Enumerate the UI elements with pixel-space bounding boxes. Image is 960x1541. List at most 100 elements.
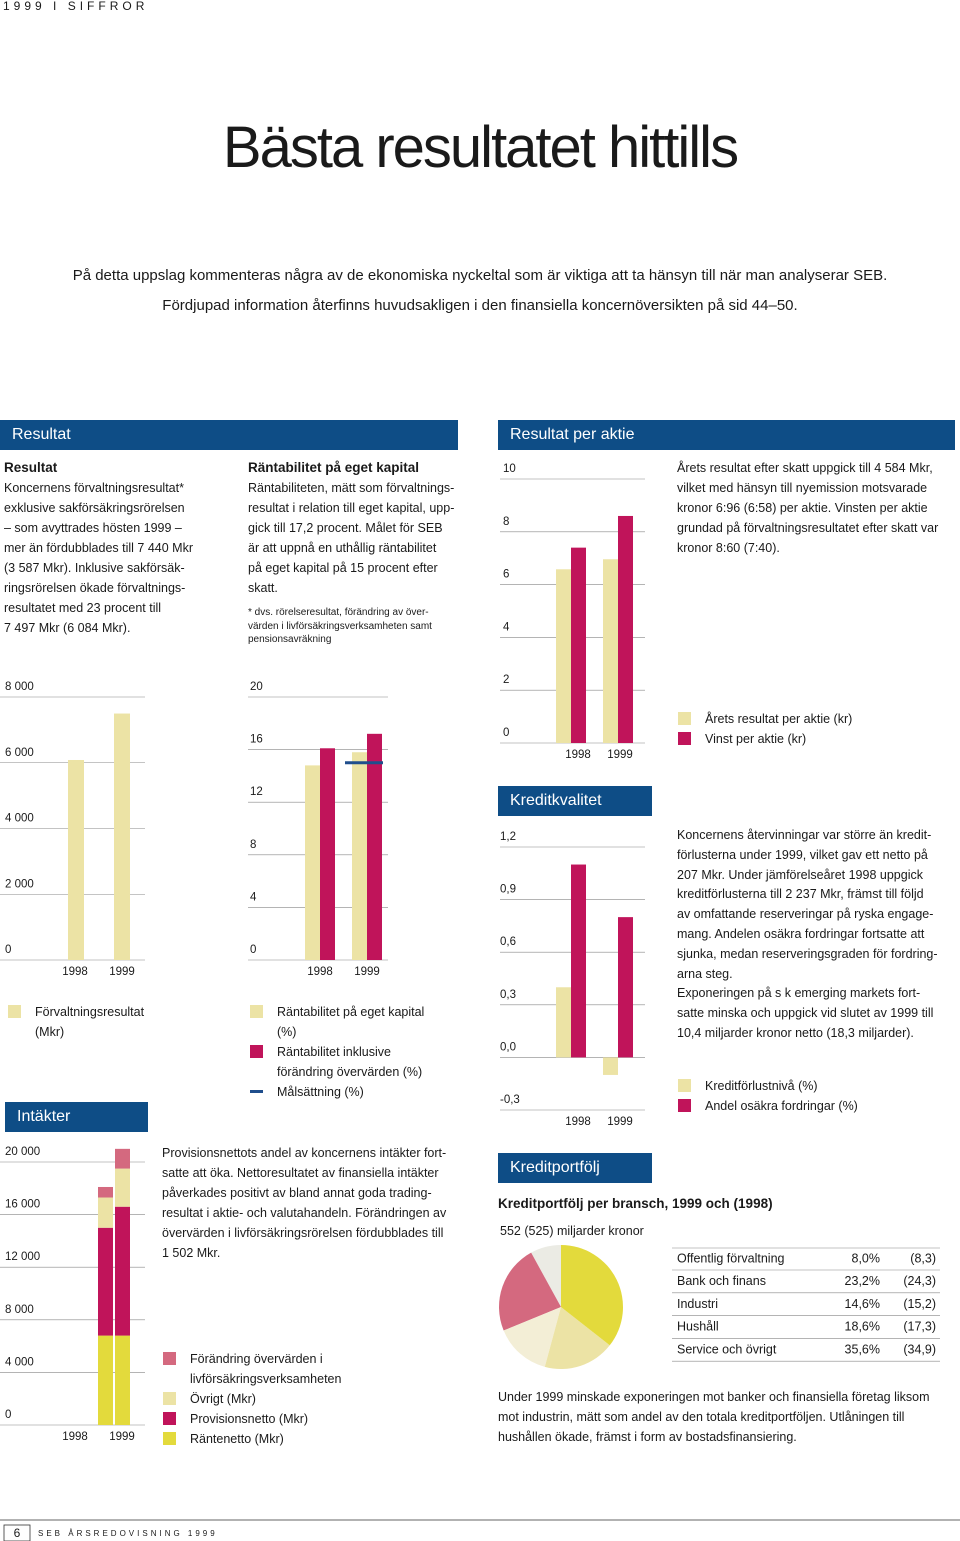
legend-swatch bbox=[250, 1005, 263, 1018]
legend-entry: Förändring övervärden i livförsäkringsve… bbox=[163, 1349, 341, 1389]
bar-segment bbox=[115, 1148, 130, 1169]
text-line: 1 502 Mkr. bbox=[162, 1246, 221, 1260]
legend-entry: Målsättning (%) bbox=[250, 1082, 430, 1102]
bar bbox=[320, 748, 335, 960]
legend: Förändring övervärden i livförsäkringsve… bbox=[163, 1349, 341, 1449]
row-prev: (34,9) bbox=[903, 1342, 936, 1356]
page-number-box bbox=[3, 1524, 31, 1541]
legend: Förvaltningsresultat (Mkr) bbox=[8, 1002, 144, 1042]
text-line: Under 1999 minskade exponeringen mot ban… bbox=[498, 1390, 930, 1404]
y-tick-label: 0 bbox=[503, 727, 509, 739]
text-line: exklusive sakförsäkringsrörelsen bbox=[4, 501, 185, 515]
section-heading: Intäkter bbox=[5, 1102, 148, 1132]
x-tick-label: 1998 bbox=[565, 1116, 591, 1128]
text-line: 207 Mkr. Under jämförelseåret 1998 uppgi… bbox=[677, 867, 923, 882]
text-line: mang. Andelen osäkra fordringar fortsatt… bbox=[677, 927, 925, 941]
text-line: skatt. bbox=[248, 581, 278, 595]
y-tick-label: 20 000 bbox=[5, 1146, 40, 1158]
y-tick-label: 20 bbox=[250, 681, 263, 693]
y-tick-label: 6 bbox=[503, 569, 509, 581]
bar-segment bbox=[98, 1335, 113, 1425]
legend-entry: Årets resultat per aktie (kr) bbox=[678, 709, 878, 729]
running-head: 1999 I SIFFROR bbox=[3, 0, 149, 13]
row-label: Service och övrigt bbox=[677, 1342, 777, 1356]
text-line: – som avyttrades hösten 1999 – bbox=[4, 521, 182, 535]
y-tick-label: 0,6 bbox=[500, 936, 516, 948]
bar-segment bbox=[115, 1335, 130, 1425]
text-line: är att uppnå en uthållig räntabilitet bbox=[248, 541, 437, 555]
section-heading: Kreditportfölj bbox=[498, 1153, 652, 1183]
text-line: pensionsavräkning bbox=[248, 634, 332, 645]
legend-swatch bbox=[678, 712, 691, 725]
subheading: Resultat bbox=[4, 460, 58, 475]
text-line: övervärden i livförsäkringsrörelsen förd… bbox=[162, 1226, 444, 1240]
text-line: 10,4 miljarder kronor netto (18,3 miljar… bbox=[677, 1026, 914, 1040]
y-tick-label: 12 bbox=[250, 786, 263, 798]
bar bbox=[618, 917, 633, 1058]
text-line: gick till 17,2 procent. Målet för SEB bbox=[248, 521, 443, 535]
row-prev: (24,3) bbox=[903, 1274, 936, 1288]
x-tick-label: 1998 bbox=[62, 966, 88, 978]
text-line: Årets resultat efter skatt uppgick till … bbox=[677, 461, 933, 475]
x-tick-label: 1999 bbox=[109, 1431, 135, 1443]
x-tick-label: 1999 bbox=[607, 749, 633, 761]
y-tick-label: 8 000 bbox=[5, 1304, 34, 1316]
y-tick-label: 6 000 bbox=[5, 747, 34, 759]
text-line: satte att öka. Nettoresultatet av finans… bbox=[162, 1166, 439, 1180]
row-label: Bank och finans bbox=[677, 1274, 766, 1288]
row-value: 14,6% bbox=[845, 1297, 880, 1311]
subheading: Räntabilitet på eget kapital bbox=[248, 460, 420, 475]
row-label: Hushåll bbox=[677, 1320, 719, 1334]
y-tick-label: 16 bbox=[250, 734, 263, 746]
y-tick-label: 4 bbox=[250, 891, 257, 903]
pie-slice bbox=[544, 1307, 610, 1369]
y-tick-label: 12 000 bbox=[5, 1251, 40, 1263]
legend-entry: Andel osäkra fordringar (%) bbox=[678, 1096, 878, 1116]
bar bbox=[305, 765, 320, 960]
text-line: 7 497 Mkr (6 084 Mkr). bbox=[4, 621, 131, 635]
subheading: Kreditportfölj per bransch, 1999 och (19… bbox=[498, 1196, 773, 1211]
section-heading: Kreditkvalitet bbox=[498, 786, 652, 816]
text-line: värden i livförsäkringsverksamheten samt bbox=[248, 620, 432, 632]
y-tick-label: 16 000 bbox=[5, 1199, 40, 1211]
legend-swatch bbox=[678, 1099, 691, 1112]
y-tick-label: 0,3 bbox=[500, 989, 516, 1001]
pie-slice bbox=[499, 1252, 561, 1331]
x-tick-label: 1998 bbox=[565, 749, 591, 761]
y-tick-label: 4 000 bbox=[5, 1356, 34, 1368]
legend-swatch bbox=[678, 732, 691, 745]
legend: Kreditförlustnivå (%) Andel osäkra fordri… bbox=[678, 1076, 878, 1116]
legend-swatch bbox=[163, 1412, 176, 1425]
y-tick-label: -0,3 bbox=[500, 1094, 520, 1106]
text-line: vilket med hänsyn till nyemission motsva… bbox=[677, 481, 928, 495]
text-line: * dvs. rörelseresultat, förändring av öv… bbox=[248, 607, 429, 618]
y-tick-label: 4 000 bbox=[5, 813, 34, 825]
bar-segment bbox=[115, 1168, 130, 1207]
y-tick-label: 0 bbox=[5, 1409, 11, 1421]
bar-segment bbox=[98, 1186, 113, 1198]
row-label: Offentlig förvaltning bbox=[677, 1251, 785, 1265]
x-tick-label: 1998 bbox=[307, 966, 333, 978]
text-line: Koncernens återvinningar var större än k… bbox=[677, 828, 932, 842]
text-line: kreditförlusterna till 2 237 Mkr, främst… bbox=[677, 887, 924, 902]
section-heading: Resultat per aktie bbox=[498, 420, 955, 450]
y-tick-label: 0 bbox=[250, 944, 256, 956]
text-line: Koncernens förvaltningsresultat* bbox=[4, 481, 184, 495]
bar-segment bbox=[98, 1227, 113, 1336]
legend-entry: Räntabilitet på eget kapital (%) bbox=[250, 1002, 430, 1042]
bar bbox=[352, 752, 367, 960]
legend-swatch bbox=[250, 1090, 263, 1093]
y-tick-label: 2 bbox=[503, 674, 509, 686]
text-line: mot industrin, mätt som andel av den tot… bbox=[498, 1410, 905, 1424]
text-line: påverkades positivt av bland annat goda … bbox=[162, 1186, 432, 1200]
y-tick-label: 4 bbox=[503, 621, 510, 633]
legend-entry: Kreditförlustnivå (%) bbox=[678, 1076, 878, 1096]
text-line: Provisionsnettots andel av koncernens in… bbox=[162, 1146, 447, 1160]
y-tick-label: 1,2 bbox=[500, 831, 516, 843]
y-tick-label: 10 bbox=[503, 463, 516, 475]
pie-slice bbox=[503, 1307, 561, 1367]
text-line: av omfattande reserveringar på ryska eng… bbox=[677, 907, 934, 922]
text-line: arna steg. bbox=[677, 966, 733, 981]
